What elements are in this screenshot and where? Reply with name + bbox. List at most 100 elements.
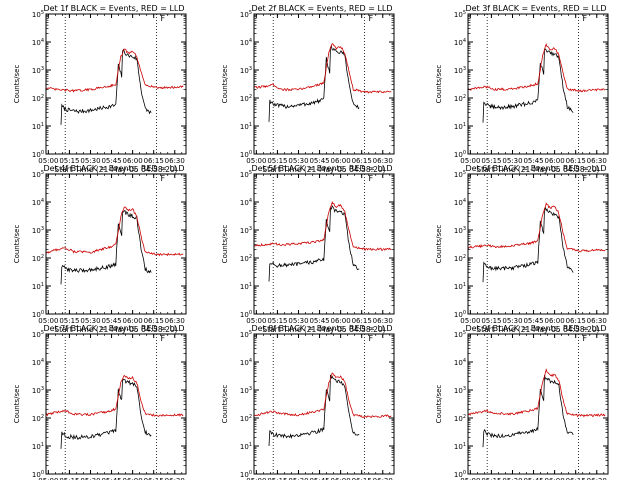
plot-frame: [45, 13, 187, 155]
y-tick-exponent: 4: [249, 358, 252, 364]
y-tick-exponent: 1: [463, 442, 466, 448]
x-tick-label: 06:30: [165, 157, 185, 165]
x-tick-label: 05:30: [80, 477, 100, 480]
plot-frame: [467, 173, 609, 315]
y-tick-exponent: 4: [249, 38, 252, 44]
y-tick-exponent: 1: [463, 282, 466, 288]
x-tick-label: 06:15: [352, 317, 372, 325]
x-tick-label: 06:15: [566, 317, 586, 325]
marker-note: F: [369, 174, 374, 183]
y-tick-label: 105: [240, 330, 252, 339]
y-tick-label: 101: [240, 442, 252, 451]
x-tick-label: 05:00: [38, 317, 58, 325]
x-tick-label: 05:15: [59, 157, 79, 165]
chart-panel: Det 7f BLACK = Events, RED = LLDF1001011…: [13, 324, 187, 480]
chart-panel: Det 8f BLACK = Events, RED = LLDF1001011…: [221, 324, 395, 480]
y-tick-exponent: 5: [249, 10, 252, 16]
x-tick-label: 06:00: [331, 157, 351, 165]
x-tick-label: 05:00: [460, 317, 480, 325]
y-tick-exponent: 5: [249, 330, 252, 336]
y-tick-label: 103: [240, 226, 252, 235]
y-tick-label: 100: [454, 150, 466, 159]
x-tick-label: 05:45: [309, 317, 329, 325]
y-tick-label: 102: [240, 414, 252, 423]
y-tick-exponent: 2: [463, 254, 466, 260]
y-tick-label: 100: [240, 150, 252, 159]
y-tick-label: 102: [454, 94, 466, 103]
series-lld-line: [253, 372, 392, 419]
y-tick-label: 100: [240, 310, 252, 319]
marker-note: F: [583, 334, 588, 343]
y-axis-label: Counts/sec: [435, 385, 443, 424]
y-tick-label: 101: [240, 282, 252, 291]
x-tick-label: 06:00: [331, 317, 351, 325]
series-events-line: [482, 374, 574, 448]
y-tick-label: 103: [32, 66, 44, 75]
x-tick-label: 06:15: [352, 157, 372, 165]
y-tick-label: 103: [454, 226, 466, 235]
series-lld-line: [45, 206, 184, 257]
x-tick-label: 05:45: [101, 317, 121, 325]
x-tick-label: 05:30: [502, 157, 522, 165]
y-tick-exponent: 0: [463, 310, 466, 316]
y-axis-label: Counts/sec: [13, 225, 21, 264]
x-tick-label: 05:15: [59, 477, 79, 480]
chart-title: Det 5f BLACK = Events, RED = LLD: [251, 164, 392, 173]
plot-frame: [45, 173, 187, 315]
y-tick-exponent: 2: [249, 414, 252, 420]
y-tick-exponent: 3: [463, 66, 466, 72]
x-axis-label: Start Time (21-May-05 04:58:20): [476, 325, 599, 334]
series-events-line: [482, 48, 574, 123]
x-tick-label: 05:30: [288, 157, 308, 165]
y-tick-exponent: 5: [41, 10, 44, 16]
y-tick-label: 101: [32, 282, 44, 291]
x-tick-label: 06:15: [144, 477, 164, 480]
y-tick-label: 103: [32, 386, 44, 395]
chart-panel: Det 9f BLACK = Events, RED = LLDF1001011…: [435, 324, 609, 480]
x-tick-label: 06:15: [352, 477, 372, 480]
chart-title: Det 2f BLACK = Events, RED = LLD: [251, 4, 392, 13]
y-axis-label: Counts/sec: [221, 385, 229, 424]
series-events-line: [60, 209, 152, 285]
x-tick-label: 05:30: [80, 157, 100, 165]
y-tick-label: 103: [240, 386, 252, 395]
y-tick-label: 102: [32, 254, 44, 263]
y-tick-exponent: 5: [249, 170, 252, 176]
x-tick-label: 05:45: [101, 477, 121, 480]
chart-title: Det 4f BLACK = Events, RED = LLD: [43, 164, 184, 173]
x-tick-label: 05:15: [267, 157, 287, 165]
x-axis-label: Start Time (21-May-05 04:58:20): [262, 325, 385, 334]
y-axis-label: Counts/sec: [435, 225, 443, 264]
x-tick-label: 05:15: [481, 317, 501, 325]
y-tick-label: 105: [454, 170, 466, 179]
y-tick-exponent: 0: [41, 150, 44, 156]
chart-panel: Det 4f BLACK = Events, RED = LLDF1001011…: [13, 164, 187, 334]
plot-frame: [253, 13, 395, 155]
marker-note: F: [583, 14, 588, 23]
marker-note: F: [161, 174, 166, 183]
y-tick-exponent: 5: [463, 330, 466, 336]
y-tick-exponent: 3: [41, 226, 44, 232]
x-tick-label: 05:15: [59, 317, 79, 325]
y-tick-label: 102: [240, 94, 252, 103]
chart-title: Det 7f BLACK = Events, RED = LLD: [43, 324, 184, 333]
x-tick-label: 06:30: [373, 477, 393, 480]
y-tick-label: 104: [32, 198, 44, 207]
series-events-line: [268, 205, 360, 282]
y-tick-label: 104: [32, 38, 44, 47]
y-tick-exponent: 3: [463, 386, 466, 392]
marker-note: F: [161, 14, 166, 23]
x-tick-label: 05:30: [502, 477, 522, 480]
x-tick-label: 05:00: [38, 157, 58, 165]
x-tick-label: 06:00: [123, 157, 143, 165]
y-tick-label: 102: [32, 94, 44, 103]
y-tick-exponent: 5: [41, 330, 44, 336]
y-tick-label: 101: [32, 122, 44, 131]
y-tick-exponent: 3: [41, 66, 44, 72]
x-tick-label: 06:30: [165, 477, 185, 480]
plot-frame: [45, 333, 187, 475]
y-tick-exponent: 5: [41, 170, 44, 176]
y-tick-exponent: 4: [41, 198, 44, 204]
y-tick-label: 104: [454, 198, 466, 207]
